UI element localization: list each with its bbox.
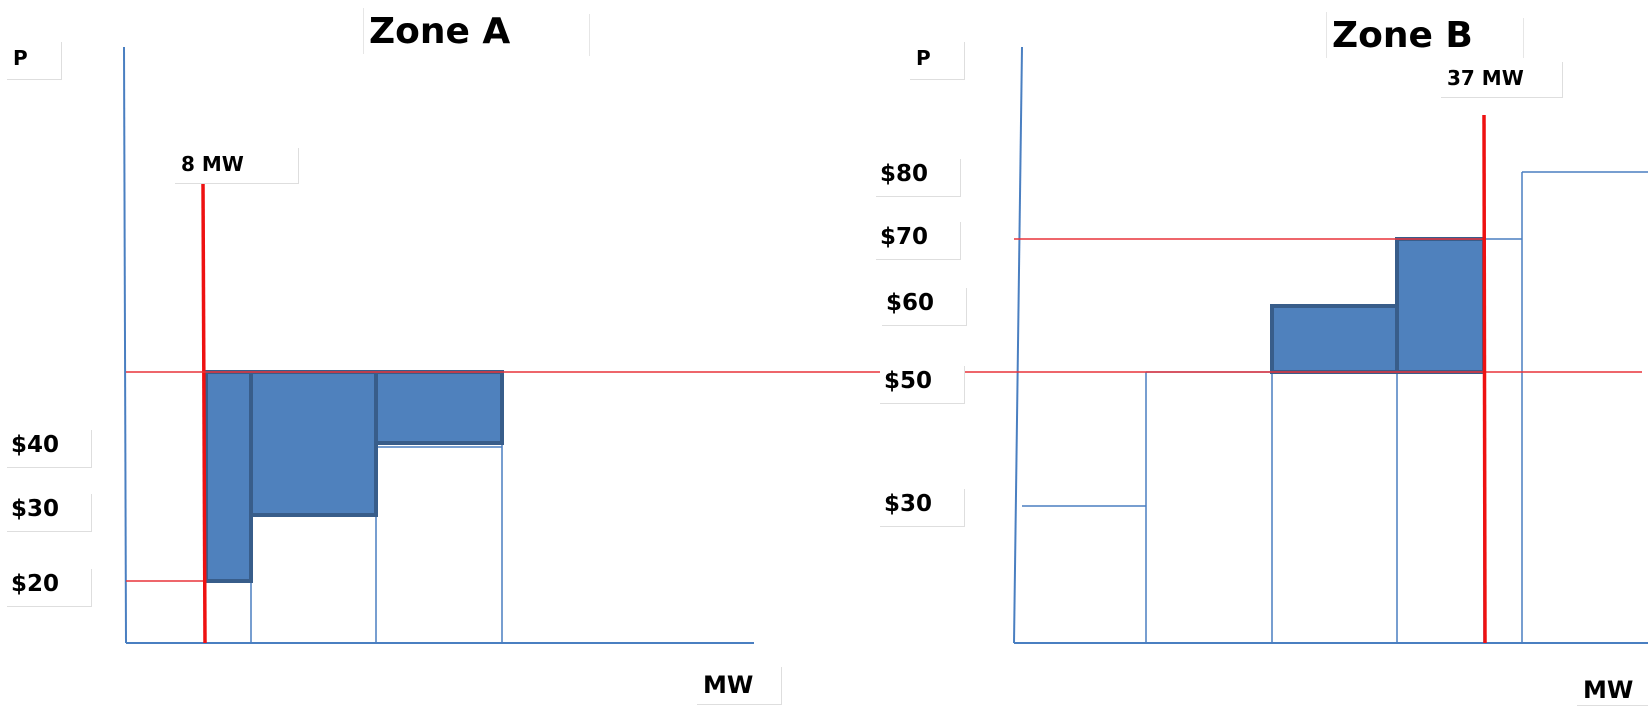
zone-b-title: Zone B (1332, 18, 1524, 58)
zone-a-title: Zone A (369, 14, 590, 56)
zone-a-y-axis (123, 46, 127, 644)
zone-a-dispatch-line (201, 182, 207, 644)
zone-b-dispatch-label: 37 MW (1441, 62, 1563, 98)
zone-a-y-axis-label: P (7, 42, 62, 80)
zone-b-x-axis-label: MW (1577, 672, 1648, 706)
zone-b-price-label-50: $50 (880, 366, 965, 404)
zone-b-title-separator (1326, 12, 1327, 58)
zone-a-price-label-40: $40 (7, 430, 92, 468)
zone-a-x-axis-label: MW (697, 667, 782, 705)
zone-b-price-label-70: $70 (876, 222, 961, 260)
zone-a-filled-block (374, 370, 504, 445)
zone-b-price-label-80: $80 (876, 159, 961, 197)
zone-b-y-axis (1013, 46, 1023, 644)
zone-b-filled-block (1270, 304, 1399, 374)
zone-a-dispatch-label: 8 MW (175, 148, 299, 184)
zone-b-dispatch-line (1482, 114, 1487, 644)
zone-b-price-label-30: $30 (880, 489, 965, 527)
zone-a-filled-block (204, 370, 253, 583)
zone-b-y-axis-label: P (910, 42, 965, 80)
zone-b-filled-block (1395, 237, 1486, 374)
zone-a-filled-block (249, 370, 378, 517)
zone-a-price-label-30: $30 (7, 494, 92, 532)
zone-a-price-label-20: $20 (7, 569, 92, 607)
zone-a-title-separator (363, 8, 364, 54)
zone-b-price-label-60: $60 (882, 288, 967, 326)
